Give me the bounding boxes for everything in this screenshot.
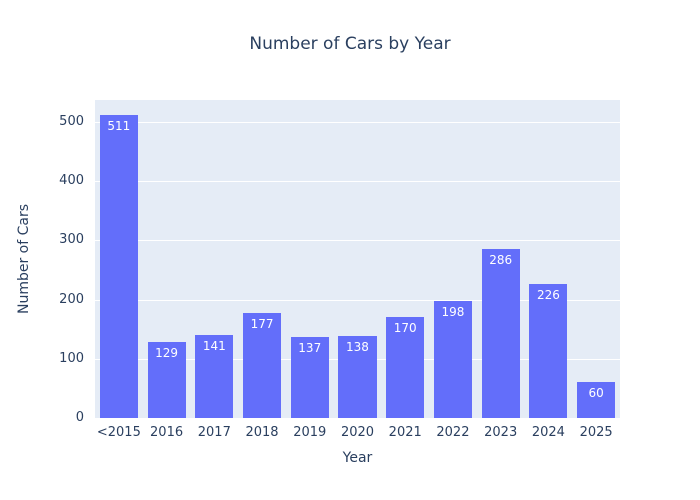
x-tick-label: 2018 [245,425,279,440]
bar[interactable]: 226 [529,284,568,418]
bar[interactable]: 177 [242,313,282,418]
gridline [95,240,620,242]
bar-value-label: 286 [489,252,513,267]
y-tick-label: 0 [75,410,84,425]
x-axis-title: Year [342,450,373,466]
x-tick-label: 2019 [293,425,327,440]
bar-value-label: 177 [250,317,274,332]
x-tick-label: 2023 [484,425,518,440]
bar-value-label: 170 [393,321,417,336]
bar[interactable]: 170 [386,317,425,418]
bar-value-label: 198 [441,304,465,319]
y-tick-label: 300 [59,232,84,248]
x-tick-label: 2024 [531,425,565,440]
bar[interactable]: 198 [433,300,473,418]
gridline [95,121,620,123]
y-tick-label: 500 [59,113,84,129]
x-tick-label: 2016 [150,425,184,440]
bar[interactable]: 141 [195,334,234,418]
chart-title: Number of Cars by Year [249,34,451,54]
x-tick-label: 2021 [388,425,422,440]
gridline [95,181,620,183]
bar-value-label: 226 [536,288,560,303]
x-tick-label: 2020 [340,425,375,440]
gridline [95,299,620,301]
y-tick-label: 400 [59,173,84,189]
y-tick-label: 100 [59,350,84,366]
x-tick-label: 2022 [436,425,470,440]
bar[interactable]: 129 [147,341,186,418]
bar-value-label: 511 [107,119,131,134]
x-tick-label: 2017 [197,425,231,440]
bar[interactable]: 137 [290,336,329,418]
bar[interactable]: 286 [481,248,520,418]
bar-value-label: 141 [202,338,226,353]
bar[interactable]: 511 [99,115,138,418]
bar[interactable]: 60 [577,382,616,418]
bar-value-label: 137 [298,340,322,355]
bar-value-label: 60 [588,386,604,401]
x-tick-label: 2025 [579,425,613,440]
bar-value-label: 138 [346,340,369,355]
x-tick-label: <2015 [96,425,141,440]
bar[interactable]: 138 [338,336,377,418]
bar-value-label: 129 [155,345,179,360]
y-tick-label: 200 [59,291,84,307]
plot-area: 511 129 141 177 137 138 170 198 286 226 60 [95,100,620,418]
